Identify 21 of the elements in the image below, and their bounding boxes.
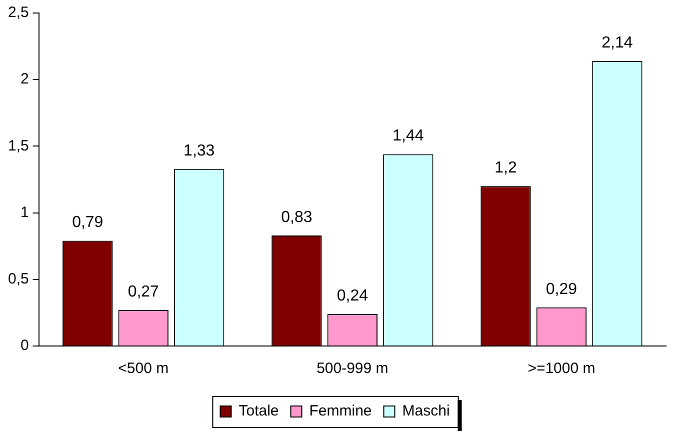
data-label: 0,29 (546, 280, 578, 298)
data-label: 1,33 (184, 142, 215, 160)
y-tick-label: 1,5 (8, 137, 29, 154)
legend-label: Totale (238, 402, 279, 420)
x-tick-label: >=1000 m (528, 360, 596, 378)
data-label: 1,44 (392, 128, 424, 145)
y-tick-label: 1 (20, 204, 29, 221)
data-label: 2,14 (602, 34, 633, 52)
y-tick-label: 0 (20, 337, 29, 354)
x-tick-label: 500-999 m (316, 360, 388, 378)
data-label: 1,2 (494, 160, 517, 177)
data-label: 0,83 (281, 208, 312, 226)
data-label: 0,79 (72, 214, 104, 232)
y-tick-label: 0,5 (8, 270, 29, 288)
data-label: 0,27 (128, 283, 160, 300)
y-tick-label: 2,5 (8, 4, 29, 22)
x-tick-label: <500 m (118, 360, 169, 378)
legend-label: Maschi (402, 402, 450, 420)
legend-label: Femmine (309, 402, 372, 420)
y-tick-label: 2 (20, 70, 29, 88)
data-label: 0,24 (336, 287, 368, 304)
